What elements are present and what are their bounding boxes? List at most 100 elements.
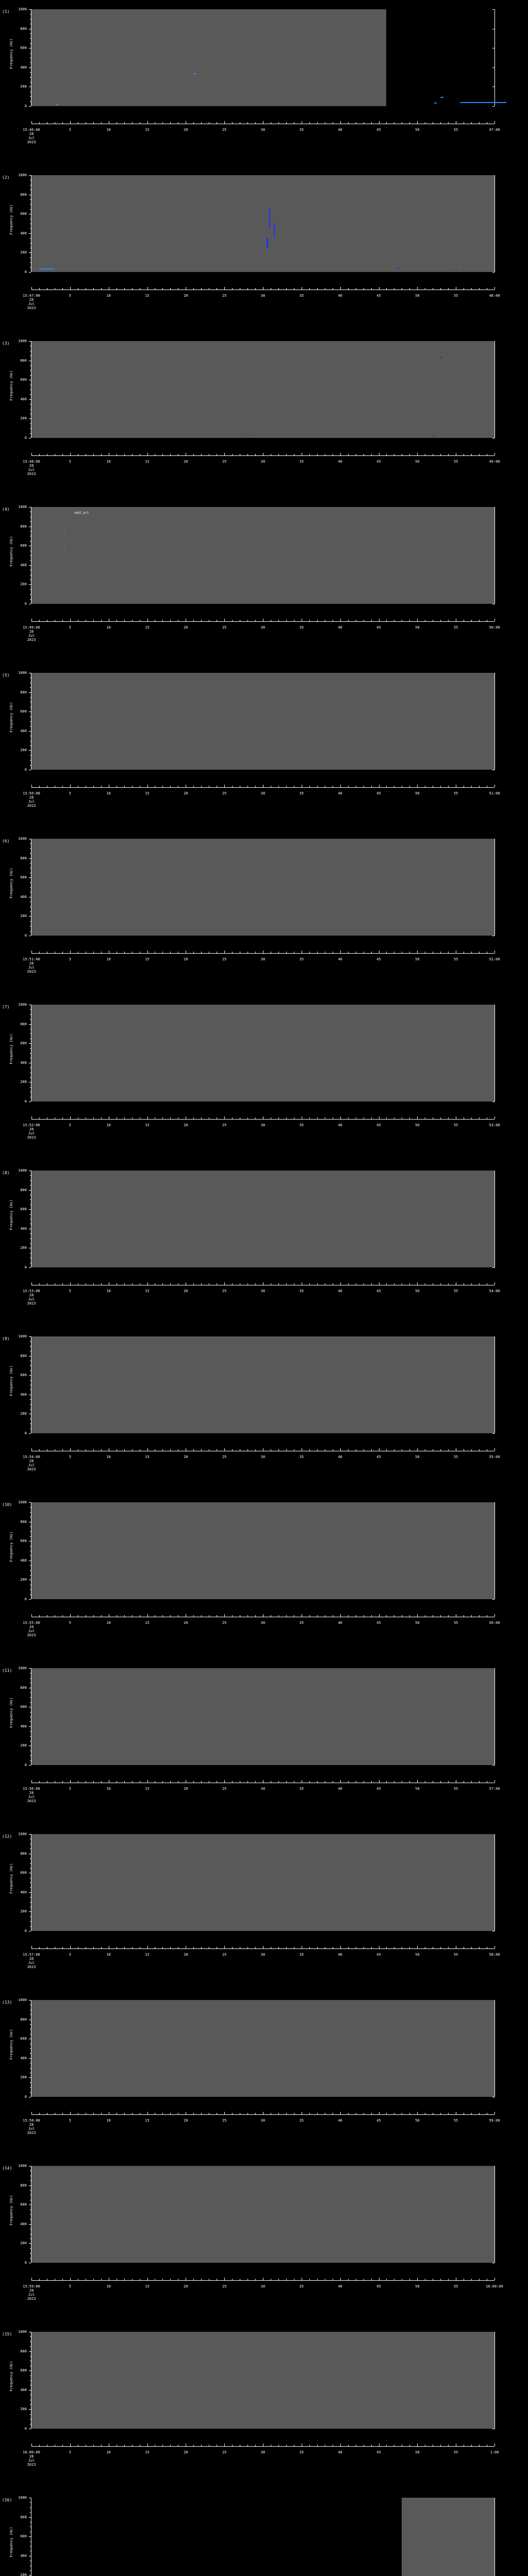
y-tick-minor — [30, 2380, 31, 2381]
x-tick-minor — [39, 2279, 40, 2280]
y-tick-minor — [30, 199, 31, 200]
y-tick-minor — [30, 2502, 31, 2503]
x-tick-minor — [193, 2445, 194, 2446]
x-tick-minor — [170, 2279, 171, 2280]
x-tick-major — [494, 619, 495, 621]
x-tick-minor — [440, 1283, 441, 1285]
y-tick-label: 600 — [20, 2534, 27, 2539]
x-tick-minor — [448, 1947, 449, 1948]
y-tick-label: 1000 — [18, 7, 27, 11]
x-tick-minor — [286, 620, 287, 621]
x-tick-major — [31, 619, 32, 621]
x-tick-major — [70, 1116, 71, 1119]
y-tick-group: 0 200 400 600 800 1000 — [0, 837, 31, 938]
x-tick-major — [494, 453, 495, 455]
x-tick-minor — [201, 2445, 202, 2446]
x-tick-minor — [317, 1117, 318, 1119]
x-tick-major — [378, 2112, 380, 2114]
x-tick-label: 15:51:00 — [23, 957, 40, 961]
date-line: 28 — [29, 795, 34, 800]
x-tick-minor — [162, 1781, 163, 1783]
x-tick-label: 55 — [453, 791, 458, 795]
y-tick-minor — [30, 389, 31, 390]
y-tick-minor — [30, 721, 31, 722]
x-tick-label: 20 — [184, 791, 188, 795]
x-tick-label: 20 — [184, 1289, 188, 1293]
x-tick-minor — [386, 1781, 387, 1783]
x-tick-minor — [131, 2445, 133, 2446]
x-tick-minor — [479, 952, 480, 953]
x-tick-label: 45 — [376, 460, 381, 464]
x-tick-minor — [255, 1947, 256, 1948]
x-tick-major — [378, 1448, 380, 1451]
x-tick-minor — [471, 454, 472, 455]
y-tick-label: 200 — [20, 914, 27, 919]
x-tick-minor — [348, 2445, 349, 2446]
x-tick-minor — [440, 288, 441, 290]
x-tick-label: 35 — [299, 1289, 304, 1293]
y-tick-label: 400 — [20, 563, 27, 567]
x-tick-minor — [409, 454, 410, 455]
y-tick-major — [29, 692, 31, 693]
x-tick-minor — [232, 2445, 233, 2446]
x-tick-minor — [286, 1781, 287, 1783]
x-tick-minor — [317, 1449, 318, 1451]
x-tick-minor — [101, 952, 102, 953]
x-tick-label: 50 — [415, 791, 420, 795]
x-tick-minor — [371, 2279, 372, 2280]
x-tick-minor — [101, 1117, 102, 1119]
x-tick-minor — [232, 1615, 233, 1617]
x-tick-major — [147, 785, 148, 787]
x-tick-label: 15:57:00 — [23, 1953, 40, 1957]
y-tick-label: 400 — [20, 231, 27, 235]
y-tick-label: 800 — [20, 1022, 27, 1026]
x-tick-minor — [101, 1781, 102, 1783]
y-tick-minor — [30, 1731, 31, 1732]
panel-8: (8) Frequency (Hz) 0 200 400 600 800 1000 15:53:… — [0, 1163, 528, 1329]
x-tick-minor — [131, 620, 133, 621]
y-tick-major — [29, 2243, 31, 2244]
y-tick-label: 400 — [20, 2387, 27, 2392]
x-tick-minor — [440, 1947, 441, 1948]
x-tick-minor — [479, 1947, 480, 1948]
x-tick-minor — [409, 122, 410, 124]
x-tick-minor — [170, 786, 171, 787]
x-tick-minor — [162, 2279, 163, 2280]
spectral-data-point — [269, 207, 270, 228]
date-line: Jul — [28, 1297, 35, 1301]
y-tick-label: 0 — [24, 934, 27, 938]
y-tick-major — [29, 1834, 31, 1835]
x-tick-label: 30 — [260, 2284, 266, 2289]
x-tick-minor — [371, 2113, 372, 2114]
x-tick-label: 15:59:00 — [23, 2284, 40, 2289]
x-tick-minor — [201, 288, 202, 290]
panel-15: (15) Frequency (Hz) 0 200 400 600 800 1000 16:00… — [0, 2325, 528, 2490]
x-tick-minor — [93, 1615, 94, 1617]
x-tick-minor — [101, 2279, 102, 2280]
x-tick-minor — [255, 1615, 256, 1617]
x-tick-minor — [386, 122, 387, 124]
date-line: Jul — [28, 468, 35, 472]
x-tick-minor — [448, 2279, 449, 2280]
x-tick-label: 30 — [260, 2119, 266, 2123]
x-tick-minor — [409, 786, 410, 787]
x-tick-minor — [440, 786, 441, 787]
x-tick-minor — [348, 2279, 349, 2280]
x-tick-minor — [93, 786, 94, 787]
x-tick-major — [417, 1614, 418, 1617]
x-tick-label: 50 — [415, 1455, 420, 1459]
x-tick-minor — [371, 786, 372, 787]
date-line: Jul — [28, 1961, 35, 1965]
y-tick-label: 1000 — [18, 505, 27, 509]
right-tick-major — [492, 1101, 494, 1102]
x-tick-minor — [255, 1449, 256, 1451]
y-tick-minor — [30, 2424, 31, 2425]
x-tick-major — [340, 1614, 341, 1617]
x-tick-minor — [124, 1781, 125, 1783]
x-tick-major — [147, 1946, 148, 1948]
x-tick-label: 45 — [376, 2450, 381, 2454]
x-tick-minor — [448, 786, 449, 787]
x-tick-label: 45 — [376, 1123, 381, 1127]
x-tick-major — [417, 287, 418, 290]
x-tick-label: 35 — [299, 460, 304, 464]
